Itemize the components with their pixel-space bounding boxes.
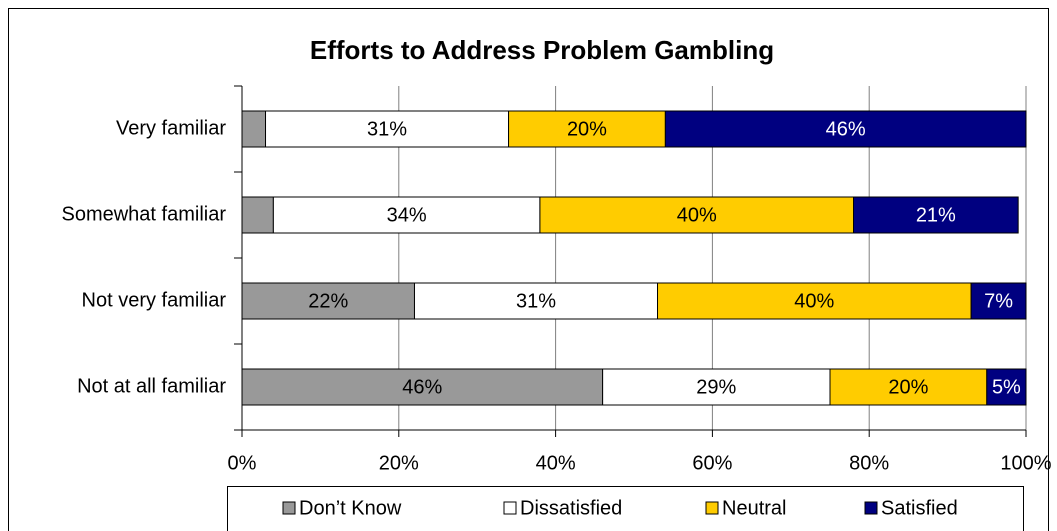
data-label: 40%	[677, 204, 717, 226]
data-label: 7%	[984, 290, 1013, 312]
data-label: 46%	[402, 376, 442, 398]
bar-segment	[539, 196, 855, 234]
x-tick-label: 40%	[536, 452, 576, 474]
y-tick-label: Not very familiar	[82, 289, 227, 311]
bar-segment	[272, 196, 541, 234]
bar-segment	[664, 110, 1027, 148]
data-label: 31%	[516, 290, 556, 312]
x-tick-label: 60%	[692, 452, 732, 474]
bar-segment	[413, 282, 659, 320]
data-label: 46%	[826, 118, 866, 140]
bar-segment	[241, 282, 415, 320]
data-label: 22%	[308, 290, 348, 312]
data-label: 40%	[794, 290, 834, 312]
legend-label: Don’t Know	[299, 497, 402, 519]
x-tick-label: 80%	[849, 452, 889, 474]
y-tick-label: Not at all familiar	[77, 375, 226, 397]
data-label: 20%	[888, 376, 928, 398]
legend-label: Dissatisfied	[520, 497, 622, 519]
bar-segment	[508, 110, 666, 148]
bar-segment	[241, 368, 604, 406]
y-tick-label: Very familiar	[116, 117, 226, 139]
data-label: 20%	[567, 118, 607, 140]
bar-segment	[657, 282, 972, 320]
chart-title: Efforts to Address Problem Gambling	[310, 35, 774, 65]
bar-segment	[853, 196, 1019, 234]
data-label: 31%	[367, 118, 407, 140]
legend-label: Neutral	[722, 497, 786, 519]
bar-segment	[241, 196, 274, 234]
data-label: 29%	[696, 376, 736, 398]
legend-label: Satisfied	[881, 497, 958, 519]
x-tick-label: 0%	[228, 452, 257, 474]
bar-segment	[241, 110, 267, 148]
chart-frame	[8, 8, 1049, 531]
x-tick-label: 20%	[379, 452, 419, 474]
legend-box	[227, 486, 1024, 531]
data-label: 5%	[992, 376, 1021, 398]
bar-segment	[265, 110, 510, 148]
bar-segment	[970, 282, 1027, 320]
data-label: 21%	[916, 204, 956, 226]
y-tick-label: Somewhat familiar	[61, 203, 226, 225]
legend-swatch	[503, 501, 517, 515]
data-label: 34%	[387, 204, 427, 226]
x-tick-label: 100%	[1000, 452, 1051, 474]
legend-swatch	[705, 501, 719, 515]
bar-segment	[986, 368, 1027, 406]
legend-swatch	[282, 501, 296, 515]
legend-swatch	[864, 501, 878, 515]
